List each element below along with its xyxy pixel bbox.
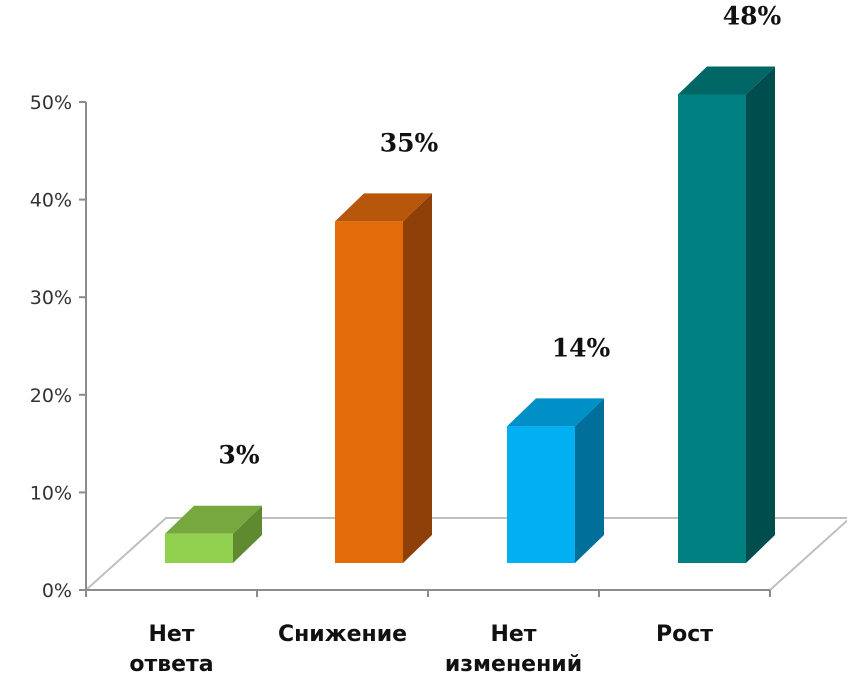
bar (335, 193, 432, 563)
bar-side-face (575, 398, 604, 563)
bar (678, 66, 775, 564)
y-tick-label: 50% (30, 92, 72, 114)
bar-data-label: 3% (218, 441, 259, 470)
chart-bars (165, 66, 775, 564)
category-label-line: Снижение (278, 622, 407, 647)
category-label: Рост (656, 622, 713, 647)
bar-top-face (507, 398, 604, 427)
chart-labels: 3% 35% 14% 48% Нет ответа Снижение Нет изменений… (129, 2, 781, 677)
bar-front-face (165, 533, 233, 563)
bar-data-label: 14% (552, 333, 611, 362)
y-tick-label: 20% (30, 385, 72, 407)
bar-side-face (746, 66, 775, 564)
category-label-line: Нет (490, 622, 536, 647)
y-tick-label: 0% (42, 580, 72, 602)
bar-data-label: 48% (723, 2, 782, 31)
bar-front-face (507, 426, 575, 563)
category-label-line: изменений (445, 652, 582, 677)
category-label: Снижение (278, 622, 407, 647)
bar-side-face (233, 505, 262, 563)
bar (507, 398, 604, 563)
category-label-line: Нет (148, 622, 194, 647)
bar-front-face (335, 221, 403, 563)
category-label-line: Рост (656, 622, 713, 647)
y-tick-label: 10% (30, 482, 72, 504)
category-label: Нет ответа (129, 622, 213, 677)
bar-top-face (335, 193, 432, 222)
bar-top-face (165, 505, 262, 534)
bar-top-face (678, 66, 775, 95)
y-tick-label: 40% (30, 190, 72, 212)
bar-data-label: 35% (380, 128, 439, 157)
bar (165, 505, 262, 563)
chart-axes: 0% 10% 20% 30% 40% 50% (30, 92, 771, 602)
y-tick-label: 30% (30, 287, 72, 309)
bar-front-face (678, 94, 746, 564)
category-label-line: ответа (129, 652, 213, 677)
category-label: Нет изменений (445, 622, 582, 677)
bar-side-face (403, 193, 432, 563)
